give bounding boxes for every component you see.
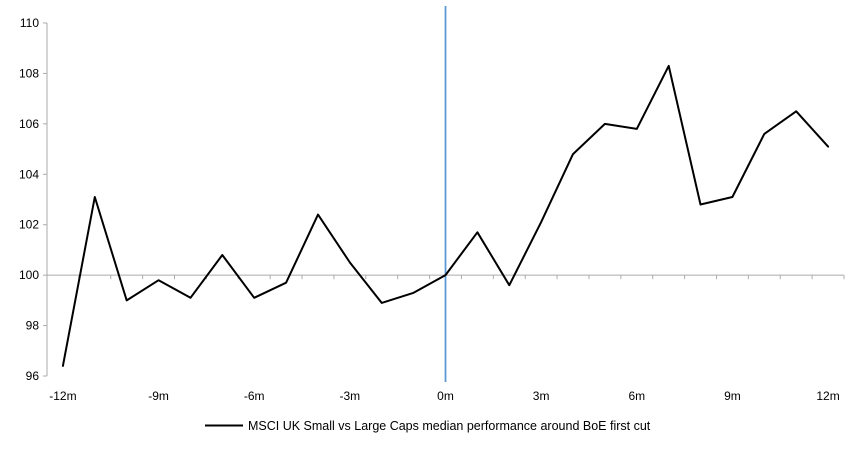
- y-axis-tick-label: 110: [20, 16, 39, 30]
- y-axis-tick-label: 96: [26, 369, 40, 383]
- y-axis-tick-label: 108: [19, 66, 39, 80]
- x-axis: -12m -9m -6m -3m 0m 3m 6m 9m 12m: [46, 274, 845, 403]
- y-axis-tick-label: 106: [19, 117, 39, 131]
- y-axis-tick-label: 104: [19, 167, 39, 181]
- x-axis-tick-label: 9m: [724, 389, 741, 403]
- x-axis-tick-label: 12m: [816, 389, 839, 403]
- y-axis: 96 98 100 102 104 106 108 110: [19, 16, 48, 383]
- x-axis-tick-label: -6m: [244, 389, 265, 403]
- y-axis-tick-label: 100: [19, 268, 39, 282]
- x-axis-tick-label: -9m: [148, 389, 169, 403]
- x-axis-tick-label: -3m: [340, 389, 361, 403]
- legend-label: MSCI UK Small vs Large Caps median perfo…: [248, 419, 651, 433]
- y-axis-tick-label: 98: [26, 319, 40, 333]
- x-axis-tick-label: 0m: [437, 389, 454, 403]
- y-axis-tick-label: 102: [19, 218, 39, 232]
- x-axis-tick-label: 6m: [628, 389, 645, 403]
- series-line: [61, 64, 830, 367]
- legend: MSCI UK Small vs Large Caps median perfo…: [205, 419, 651, 433]
- x-axis-tick-label: 3m: [533, 389, 550, 403]
- x-axis-tick-label: -12m: [49, 389, 76, 403]
